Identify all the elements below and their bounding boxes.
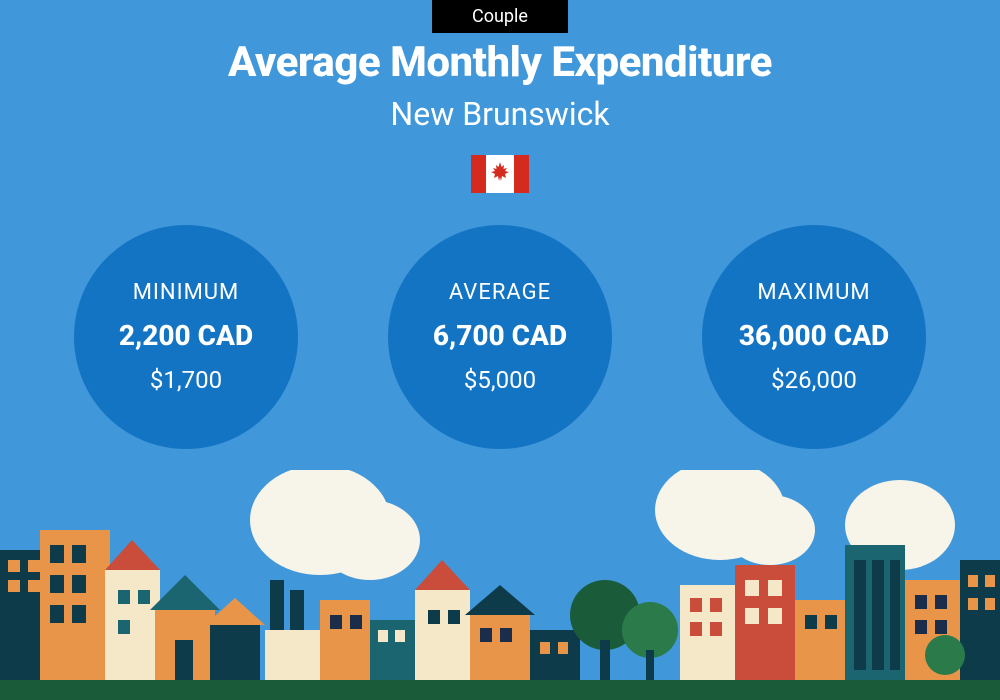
stats-container: MINIMUM 2,200 CAD $1,700 AVERAGE 6,700 C…	[0, 225, 1000, 449]
stat-primary-value: 6,700 CAD	[433, 319, 567, 352]
stat-secondary-value: $26,000	[771, 366, 857, 394]
stat-circle-average: AVERAGE 6,700 CAD $5,000	[388, 225, 612, 449]
stat-primary-value: 36,000 CAD	[739, 319, 889, 352]
category-badge: Couple	[432, 0, 568, 33]
cityscape-illustration	[0, 470, 1000, 700]
stat-primary-value: 2,200 CAD	[119, 319, 253, 352]
badge-label: Couple	[472, 6, 528, 27]
stat-label: AVERAGE	[449, 280, 551, 305]
page-subtitle: New Brunswick	[0, 95, 1000, 133]
stat-circle-minimum: MINIMUM 2,200 CAD $1,700	[74, 225, 298, 449]
stat-secondary-value: $5,000	[464, 366, 536, 394]
stat-label: MINIMUM	[133, 280, 240, 305]
stat-label: MAXIMUM	[757, 280, 870, 305]
canada-flag-icon	[471, 155, 529, 193]
stat-circle-maximum: MAXIMUM 36,000 CAD $26,000	[702, 225, 926, 449]
page-title: Average Monthly Expenditure	[0, 38, 1000, 87]
stat-secondary-value: $1,700	[150, 366, 222, 394]
